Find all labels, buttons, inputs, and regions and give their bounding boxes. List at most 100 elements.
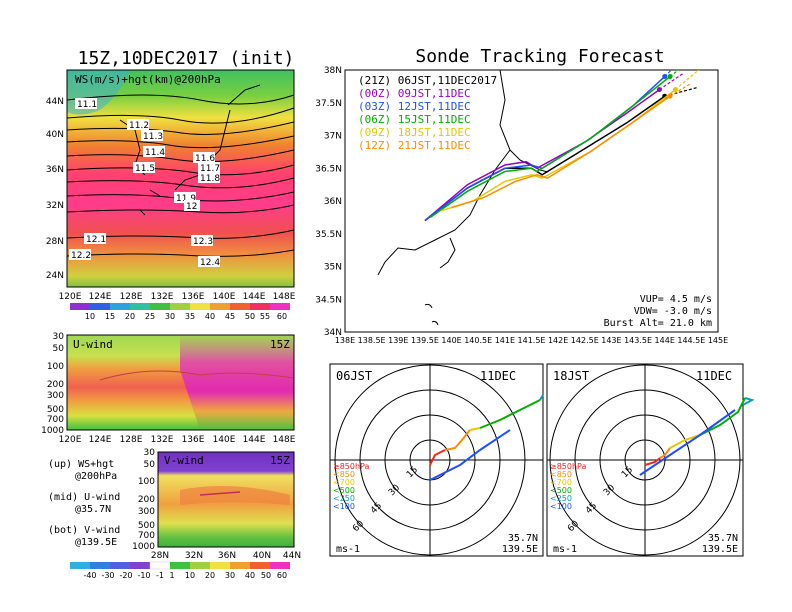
map-lat-ticks: 44N 40N 36N 32N 28N 24N [46, 97, 64, 281]
level-label: <700 [333, 478, 355, 487]
track-lon-tick: 144E [655, 336, 675, 345]
hodograph-left [429, 394, 544, 481]
track-series-line [429, 76, 671, 219]
lon-tick: 136E [182, 292, 205, 302]
colorbar-tick: 60 [277, 312, 287, 321]
colorbar-tick: -1 [156, 571, 164, 580]
lon-tick: 148E [273, 292, 296, 302]
polar-left-time: 06JST [336, 369, 372, 383]
lat-tick: 40N [253, 551, 271, 561]
track-panel: (21Z) 06JST,11DEC2017(00Z) 09JST,11DEC(0… [315, 66, 728, 345]
track-lon-tick: 141E [495, 336, 515, 345]
right-title: Sonde Tracking Forecast [415, 46, 664, 67]
lon-tick: 136E [182, 435, 205, 445]
track-burst-point [672, 87, 678, 93]
p-tick: 1000 [41, 426, 64, 436]
svg-text:11.1: 11.1 [77, 100, 97, 110]
track-lat-tick: 35.5N [315, 230, 342, 240]
contour-label: 11.4 [143, 146, 165, 158]
contour-label: 12.2 [69, 249, 91, 261]
svg-text:11.5: 11.5 [135, 164, 155, 174]
contour-label: 12.4 [198, 256, 220, 268]
lon-tick: 132E [151, 292, 174, 302]
lon-tick: 124E [89, 292, 112, 302]
contour-label: 11.7 [198, 162, 220, 174]
polar-left-panel: 06JST 11DEC 15 30 45 60 ≥850hPa <850 <70… [329, 363, 544, 557]
map-lon-ticks: 120E 124E 128E 132E 136E 140E 144E 148E [59, 292, 296, 302]
polar-left-unit: ms-1 [336, 544, 360, 555]
p-tick: 1000 [132, 542, 155, 552]
lon-tick: 140E [213, 292, 236, 302]
level-label: <850 [333, 470, 355, 479]
svg-text:12.1: 12.1 [86, 235, 106, 245]
p-tick: 50 [53, 344, 65, 354]
track-lon-tick: 139E [388, 336, 408, 345]
p-tick: 200 [47, 380, 64, 390]
p-tick: 500 [47, 405, 64, 415]
track-lon-tick: 142E [548, 336, 568, 345]
lon-tick: 120E [59, 292, 82, 302]
polar-left-date: 11DEC [480, 369, 516, 383]
track-lon-tick: 139.5E [411, 336, 439, 345]
ws-map-panel: 11.1 11.2 11.3 11.4 11.5 11.6 11.7 11.8 … [46, 69, 296, 321]
svg-text:11.3: 11.3 [143, 132, 163, 142]
contour-label: 11.3 [141, 130, 163, 142]
colorbar-tick: 50 [261, 571, 271, 580]
level-label: <250 [550, 494, 572, 503]
svg-text:11.8: 11.8 [200, 174, 220, 184]
track-lat-tick: 37N [324, 132, 342, 142]
track-lon-tick: 143E [601, 336, 621, 345]
lon-tick: 124E [89, 435, 112, 445]
colorbar-tick: 15 [105, 312, 115, 321]
burst-alt-param: Burst Alt= 21.0 km [604, 318, 712, 329]
note-up-2: @200hPa [75, 471, 117, 482]
contour-label: 12.1 [84, 233, 106, 245]
track-lon-tick: 140.5E [464, 336, 492, 345]
p-tick: 30 [144, 448, 156, 458]
p-tick: 500 [138, 521, 155, 531]
track-series-dash [669, 82, 692, 97]
colorbar-tick: 60 [277, 571, 287, 580]
level-label: <250 [333, 494, 355, 503]
colorbar-tick: 30 [225, 571, 235, 580]
polar-left-lon: 139.5E [502, 544, 538, 555]
lon-tick: 144E [243, 435, 266, 445]
note-up-1: (up) WS+hgt [48, 459, 114, 470]
lon-tick: 128E [120, 435, 143, 445]
track-lat-tick: 35N [324, 263, 342, 273]
p-tick: 700 [47, 415, 64, 425]
track-lon-tick: 142.5E [571, 336, 599, 345]
track-series-dash [669, 70, 680, 78]
track-lat-tick: 34N [324, 328, 342, 338]
colorbar-tick: 50 [245, 312, 255, 321]
track-burst-point [656, 87, 662, 93]
svg-text:12.3: 12.3 [193, 237, 213, 247]
p-tick: 100 [47, 362, 64, 372]
colorbar-tick: 55 [260, 312, 270, 321]
note-mid-2: @35.7N [75, 504, 111, 515]
track-lon-tick: 138.5E [358, 336, 386, 345]
p-tick: 300 [138, 507, 155, 517]
p-tick: 30 [53, 332, 65, 342]
colorbar-tick: 25 [145, 312, 155, 321]
track-lat-tick: 37.5N [315, 99, 342, 109]
ws-colorbar: 10 15 20 25 30 35 40 45 50 55 60 [70, 303, 290, 321]
polar-right-panel: 18JST 11DEC 15 30 45 60 ≥850hPa <850 <70… [546, 363, 755, 557]
level-label: <100 [550, 502, 572, 511]
colorbar-tick: 40 [245, 571, 255, 580]
lat-tick: 36N [46, 165, 64, 175]
uwind-label: U-wind [73, 338, 113, 351]
svg-text:11.6: 11.6 [195, 154, 215, 164]
contour-label: 11.8 [198, 172, 220, 184]
contour-label: 11.6 [193, 152, 215, 164]
colorbar-tick: -10 [137, 571, 150, 580]
svg-text:11.4: 11.4 [145, 148, 165, 158]
track-lon-tick: 144.5E [677, 336, 705, 345]
track-lon-tick: 141.5E [518, 336, 546, 345]
colorbar-tick: 10 [85, 312, 95, 321]
svg-text:11.2: 11.2 [129, 121, 149, 131]
lat-tick: 32N [185, 551, 203, 561]
uwind-time: 15Z [270, 338, 290, 351]
svg-text:12.2: 12.2 [71, 251, 91, 261]
vwind-label: V-wind [164, 454, 204, 467]
